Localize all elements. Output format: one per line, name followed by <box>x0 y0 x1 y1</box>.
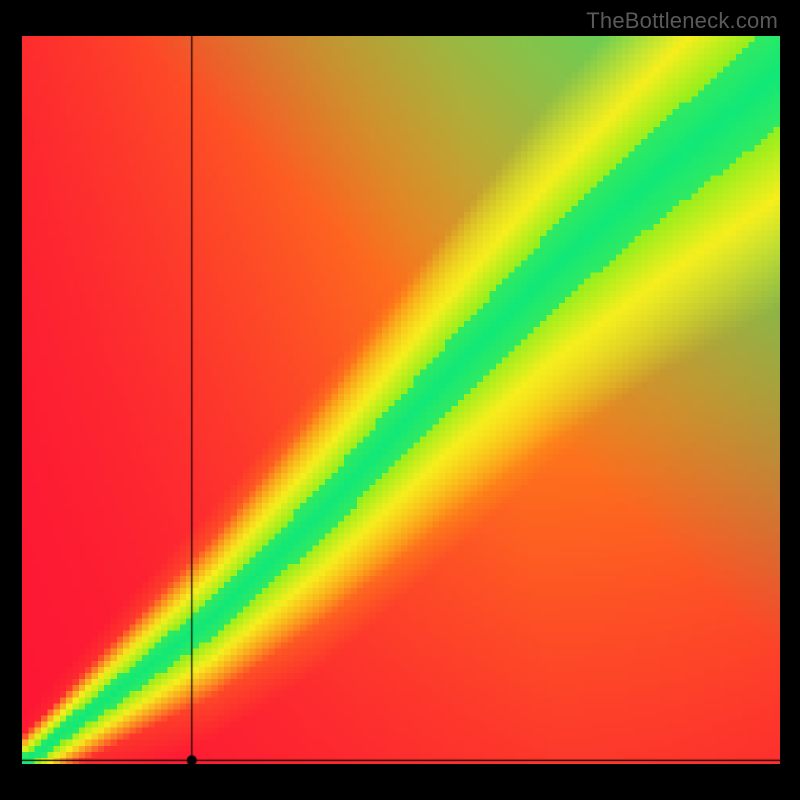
watermark-text: TheBottleneck.com <box>586 8 778 34</box>
crosshair-overlay <box>22 36 780 764</box>
plot-area <box>22 36 780 764</box>
